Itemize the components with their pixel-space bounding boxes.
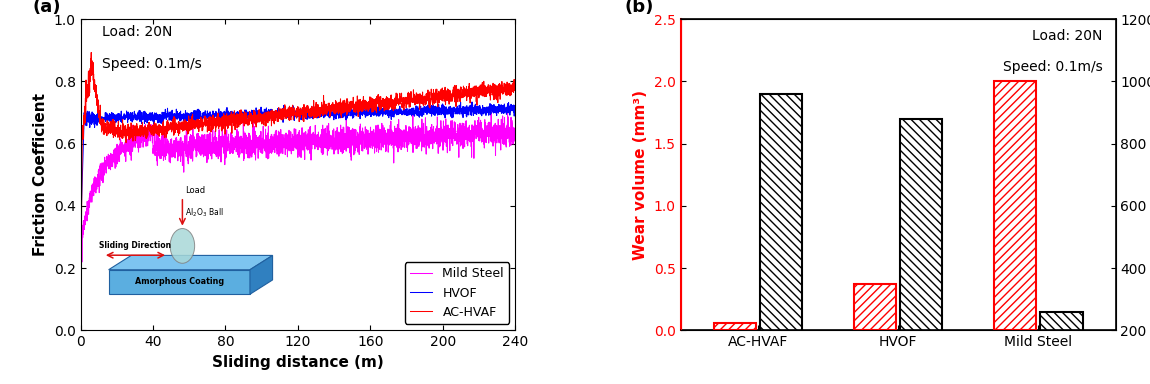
Bar [853,284,896,330]
HVOF [123,116,137,120]
Mild Steel [240,144,254,149]
Mild Steel [453,121,467,126]
Text: Load: 20N: Load: 20N [102,25,172,40]
AC-HVAF [150,131,163,136]
HVOF [508,107,522,112]
Mild Steel [484,111,498,115]
AC-HVAF [260,115,274,120]
Bar [900,119,942,384]
HVOF [453,109,467,114]
AC-HVAF [500,93,514,98]
Mild Steel [259,152,273,157]
Legend: Mild Steel, HVOF, AC-HVAF: Mild Steel, HVOF, AC-HVAF [405,263,509,324]
Text: Load: 20N: Load: 20N [1032,28,1103,43]
HVOF [74,235,87,239]
Text: (b): (b) [624,0,653,16]
AC-HVAF [453,97,467,102]
AC-HVAF [240,117,254,122]
AC-HVAF [74,328,87,333]
AC-HVAF [84,50,98,55]
Bar [1041,311,1082,384]
Text: (a): (a) [32,0,61,16]
Mild Steel [500,131,514,136]
Text: Speed: 0.1m/s: Speed: 0.1m/s [102,56,202,71]
Line: AC-HVAF: AC-HVAF [81,53,515,330]
Bar [714,323,756,330]
Bar [994,81,1036,330]
Line: Mild Steel: Mild Steel [81,113,515,262]
Line: HVOF: HVOF [81,102,515,237]
HVOF [500,108,514,113]
Bar [760,94,802,384]
Mild Steel [150,139,163,144]
AC-HVAF [123,127,137,132]
Mild Steel [123,139,137,144]
AC-HVAF [508,82,522,87]
Y-axis label: Friction Coefficient: Friction Coefficient [33,93,48,256]
Mild Steel [508,133,522,137]
Y-axis label: Wear volume (mm³): Wear volume (mm³) [634,90,649,260]
HVOF [465,100,478,104]
HVOF [240,113,254,118]
HVOF [150,114,163,118]
HVOF [259,108,273,113]
X-axis label: Sliding distance (m): Sliding distance (m) [212,355,384,370]
Mild Steel [74,260,87,264]
Text: Speed: 0.1m/s: Speed: 0.1m/s [1003,60,1103,74]
